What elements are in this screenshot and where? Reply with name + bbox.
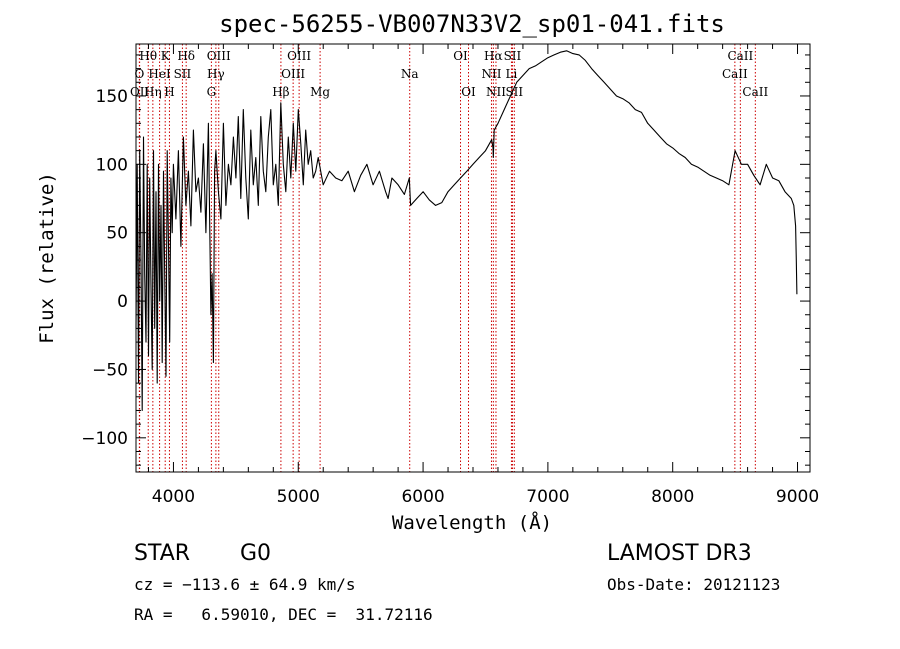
line-mark-label-26: CaII [722,67,748,81]
subclass-label: G0 [240,541,271,566]
line-mark-label-1: O [134,67,144,81]
x-tick-label-2: 6000 [401,487,444,507]
y-tick-label-4: 100 [96,155,128,175]
spectrum-series [135,50,798,412]
x-tick-label-5: 9000 [776,487,819,507]
line-mark-label-4: HeI [148,67,171,81]
line-mark-label-0: Hθ [139,49,157,63]
line-mark-label-6: H [164,85,174,99]
line-mark-label-9: G [207,85,217,99]
line-mark-label-13: OIII [287,49,311,63]
line-mark-label-18: OI [461,85,476,99]
line-mark-label-22: Li [506,67,518,81]
line-mark-label-17: OI [453,49,468,63]
y-tick-label-1: −50 [92,360,128,380]
line-mark-label-5: K [161,49,171,63]
line-mark-label-15: Mg [310,85,330,99]
line-mark-label-24: SII [505,85,523,99]
redshift-readout: cz = −113.6 ± 64.9 km/s [134,575,356,594]
class-label: STAR [134,541,190,566]
line-mark-label-7: SII [174,67,192,81]
line-mark-label-8: Hδ [177,49,195,63]
emission-line-marks [138,44,756,472]
line-mark-label-27: CaII [742,85,768,99]
y-tick-label-0: −100 [81,429,128,449]
line-mark-label-25: CaII [727,49,753,63]
y-tick-label-3: 50 [106,224,128,244]
emission-line-labels: HθOOIIHηHeIKHSIIHδGOIIIHγHβOIIIOIIIMgNaO… [130,49,769,99]
y-tick-label-5: 150 [96,87,128,107]
chart-title: spec-56255-VB007N33V2_sp01-041.fits [219,10,725,38]
line-mark-label-19: Hα [484,49,503,63]
spectrum-line [135,50,798,412]
obs-date-readout: Obs-Date: 20121123 [607,575,780,594]
line-mark-label-21: NII [481,67,501,81]
coordinates-readout: RA = 6.59010, DEC = 31.72116 [134,605,433,624]
x-tick-label-1: 5000 [277,487,320,507]
x-axis-ticks: 4000 5000 6000 7000 8000 9000 [147,44,819,507]
line-mark-label-20: SII [504,49,522,63]
y-tick-label-2: 0 [117,292,128,312]
y-axis-label: Flux (relative) [36,172,58,344]
line-mark-label-10: OIII [207,49,231,63]
x-tick-label-0: 4000 [152,487,195,507]
survey-label: LAMOST DR3 [607,541,752,566]
line-mark-label-23: NII [486,85,506,99]
line-mark-label-11: Hγ [207,67,225,81]
x-tick-label-3: 7000 [526,487,569,507]
line-mark-label-3: Hη [144,85,162,99]
y-axis-ticks: −100 −50 0 50 100 150 [81,54,810,466]
line-mark-label-12: Hβ [272,85,289,99]
plot-frame [135,43,811,473]
x-tick-label-4: 8000 [651,487,694,507]
line-mark-label-16: Na [401,67,419,81]
line-mark-label-14: OIII [281,67,305,81]
x-axis-label: Wavelength (Å) [392,511,552,534]
